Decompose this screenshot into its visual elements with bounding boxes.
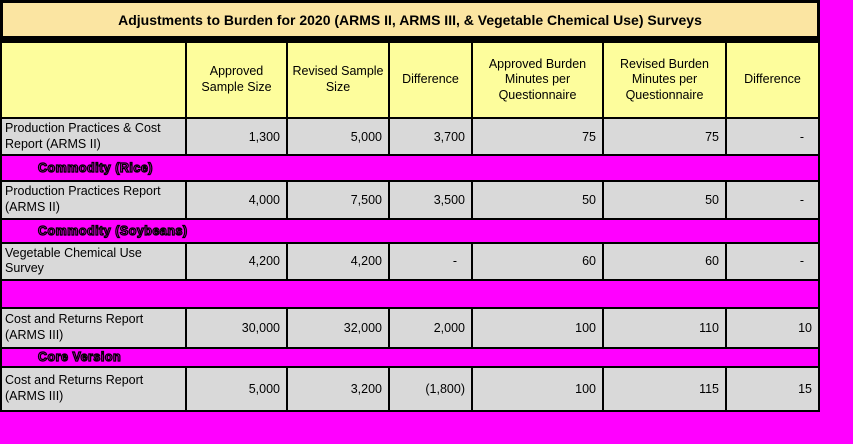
separator-label[interactable]: Core Version xyxy=(0,346,820,368)
separator-row-blank xyxy=(0,278,820,309)
header-row: Approved Sample Size Revised Sample Size… xyxy=(0,41,820,119)
header-cell-revised-burden-minutes[interactable]: Revised Burden Minutes per Questionnaire xyxy=(602,41,727,119)
row-label[interactable]: Production Practices & Cost Report (ARMS… xyxy=(0,116,187,157)
cell-approved-burden-minutes[interactable]: 50 xyxy=(471,180,604,220)
cell-approved-sample-size[interactable]: 30,000 xyxy=(185,306,288,349)
header-cell-difference-burden[interactable]: Difference xyxy=(725,41,820,119)
cell-revised-burden-minutes[interactable]: 110 xyxy=(602,306,727,349)
cell-sample-difference[interactable]: 3,700 xyxy=(388,116,473,157)
cell-sample-difference[interactable]: 2,000 xyxy=(388,306,473,349)
cell-burden-difference[interactable]: 10 xyxy=(725,306,820,349)
row-label[interactable]: Production Practices Report (ARMS II) xyxy=(0,180,187,220)
header-cell-approved-sample-size[interactable]: Approved Sample Size xyxy=(185,41,288,119)
cell-burden-difference[interactable]: - xyxy=(725,116,820,157)
header-cell-approved-burden-minutes[interactable]: Approved Burden Minutes per Questionnair… xyxy=(471,41,604,119)
table-title[interactable]: Adjustments to Burden for 2020 (ARMS II,… xyxy=(0,0,820,41)
cell-approved-sample-size[interactable]: 4,200 xyxy=(185,241,288,281)
cell-approved-burden-minutes[interactable]: 75 xyxy=(471,116,604,157)
table-row-production-practices: Production Practices Report (ARMS II) 4,… xyxy=(0,180,820,220)
separator-label[interactable] xyxy=(0,278,820,309)
burden-adjustments-table: Adjustments to Burden for 2020 (ARMS II,… xyxy=(0,0,820,412)
header-cell-blank[interactable] xyxy=(0,41,187,119)
table-row-production-practices-cost: Production Practices & Cost Report (ARMS… xyxy=(0,116,820,157)
separator-row-commodity-soybeans: Commodity (Soybeans) xyxy=(0,217,820,244)
cell-sample-difference[interactable]: - xyxy=(388,241,473,281)
cell-approved-burden-minutes[interactable]: 100 xyxy=(471,306,604,349)
cell-burden-difference[interactable]: - xyxy=(725,241,820,281)
row-label[interactable]: Vegetable Chemical Use Survey xyxy=(0,241,187,281)
cell-approved-sample-size[interactable]: 1,300 xyxy=(185,116,288,157)
cell-revised-sample-size[interactable]: 7,500 xyxy=(286,180,390,220)
cell-revised-sample-size[interactable]: 5,000 xyxy=(286,116,390,157)
header-cell-revised-sample-size[interactable]: Revised Sample Size xyxy=(286,41,390,119)
table-row-cost-returns-arms3-core: Cost and Returns Report (ARMS III) 5,000… xyxy=(0,365,820,412)
cell-approved-sample-size[interactable]: 4,000 xyxy=(185,180,288,220)
separator-row-commodity-rice: Commodity (Rice) xyxy=(0,154,820,183)
cell-approved-burden-minutes[interactable]: 100 xyxy=(471,365,604,412)
cell-revised-sample-size[interactable]: 4,200 xyxy=(286,241,390,281)
cell-sample-difference[interactable]: 3,500 xyxy=(388,180,473,220)
cell-revised-burden-minutes[interactable]: 115 xyxy=(602,365,727,412)
cell-burden-difference[interactable]: - xyxy=(725,180,820,220)
cell-revised-sample-size[interactable]: 32,000 xyxy=(286,306,390,349)
table-row-vegetable-chemical-use: Vegetable Chemical Use Survey 4,200 4,20… xyxy=(0,241,820,281)
cell-approved-burden-minutes[interactable]: 60 xyxy=(471,241,604,281)
cell-sample-difference[interactable]: (1,800) xyxy=(388,365,473,412)
header-cell-difference-sample[interactable]: Difference xyxy=(388,41,473,119)
cell-approved-sample-size[interactable]: 5,000 xyxy=(185,365,288,412)
separator-row-core-version: Core Version xyxy=(0,346,820,368)
separator-label[interactable]: Commodity (Rice) xyxy=(0,154,820,183)
cell-revised-burden-minutes[interactable]: 50 xyxy=(602,180,727,220)
cell-revised-sample-size[interactable]: 3,200 xyxy=(286,365,390,412)
table-row-cost-returns-arms3: Cost and Returns Report (ARMS III) 30,00… xyxy=(0,306,820,349)
row-label[interactable]: Cost and Returns Report (ARMS III) xyxy=(0,306,187,349)
burden-table-grid: Approved Sample Size Revised Sample Size… xyxy=(0,41,820,412)
row-label[interactable]: Cost and Returns Report (ARMS III) xyxy=(0,365,187,412)
cell-burden-difference[interactable]: 15 xyxy=(725,365,820,412)
cell-revised-burden-minutes[interactable]: 75 xyxy=(602,116,727,157)
cell-revised-burden-minutes[interactable]: 60 xyxy=(602,241,727,281)
separator-label[interactable]: Commodity (Soybeans) xyxy=(0,217,820,244)
